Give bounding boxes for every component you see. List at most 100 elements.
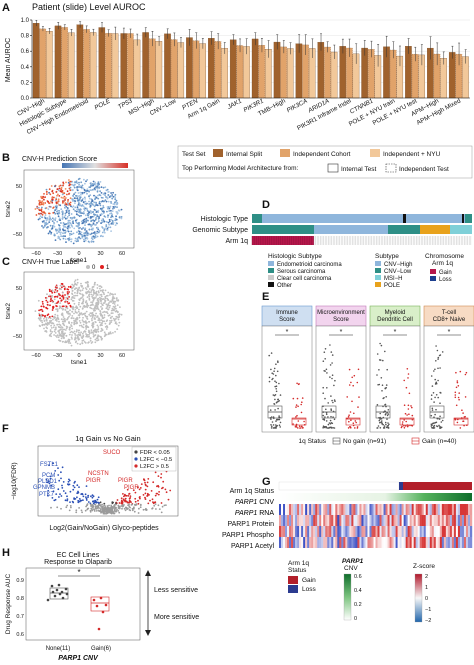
c-point bbox=[56, 317, 58, 320]
b-point bbox=[57, 193, 59, 196]
b-point bbox=[82, 212, 85, 215]
d-subtype-swatch bbox=[375, 268, 381, 273]
b-point bbox=[74, 200, 77, 203]
e-point bbox=[454, 394, 457, 396]
c-point bbox=[101, 329, 104, 332]
b-point bbox=[67, 181, 70, 184]
f-point bbox=[66, 499, 69, 502]
c-point bbox=[115, 298, 118, 300]
c-point bbox=[100, 302, 103, 305]
c-point bbox=[45, 299, 48, 302]
f-point bbox=[126, 501, 129, 504]
f-point bbox=[48, 464, 50, 467]
g-z-tick: 2 bbox=[425, 574, 428, 580]
b-point bbox=[78, 177, 81, 180]
g-heat-cell bbox=[317, 537, 320, 548]
g-heat-cell bbox=[467, 537, 471, 548]
b-point bbox=[85, 180, 87, 183]
c-point bbox=[67, 342, 70, 344]
c-point bbox=[91, 301, 94, 304]
f-point bbox=[49, 475, 52, 478]
e-point bbox=[271, 425, 273, 428]
a-bar bbox=[199, 43, 206, 99]
e-point bbox=[439, 415, 441, 418]
e-point bbox=[376, 374, 378, 376]
b-point bbox=[97, 197, 100, 200]
f-point bbox=[85, 505, 87, 508]
c-point bbox=[109, 319, 111, 322]
e-point bbox=[438, 424, 440, 427]
b-point bbox=[79, 232, 81, 235]
f-point bbox=[120, 505, 123, 507]
c-point bbox=[91, 303, 94, 306]
f-point bbox=[102, 505, 104, 507]
b-point bbox=[78, 203, 81, 205]
c-point bbox=[81, 313, 84, 316]
b-point bbox=[75, 181, 77, 184]
g-heat-cell bbox=[429, 504, 432, 515]
c-point bbox=[111, 297, 114, 300]
c-point bbox=[54, 316, 56, 319]
c-point bbox=[91, 325, 94, 328]
f-point bbox=[52, 462, 55, 465]
b-point bbox=[103, 215, 106, 218]
c-point bbox=[56, 305, 58, 308]
d-subtype-seg bbox=[420, 225, 450, 234]
b-point bbox=[105, 200, 108, 203]
c-point bbox=[85, 328, 87, 330]
f-point bbox=[65, 506, 68, 509]
c-point bbox=[46, 321, 49, 324]
e-point bbox=[279, 426, 282, 428]
f-point bbox=[55, 493, 58, 495]
b-point bbox=[76, 231, 78, 234]
c-point bbox=[92, 335, 95, 337]
g-heat-cell bbox=[313, 537, 316, 548]
g-heat-cell bbox=[457, 504, 461, 515]
d-histo-item: Serous carcinoma bbox=[277, 269, 326, 275]
b-point bbox=[82, 201, 85, 204]
c-point bbox=[94, 314, 97, 317]
b-point bbox=[56, 205, 58, 208]
c-point bbox=[117, 310, 119, 313]
f-point bbox=[133, 510, 136, 513]
f-point bbox=[109, 507, 111, 510]
c-point bbox=[69, 309, 71, 312]
c-point bbox=[106, 305, 109, 308]
c-point bbox=[117, 324, 120, 327]
b-point bbox=[92, 222, 95, 225]
g-heat-cell bbox=[375, 537, 378, 548]
b-point bbox=[98, 186, 100, 189]
g-heat-cell bbox=[459, 504, 463, 515]
e-point bbox=[327, 402, 330, 404]
b-point bbox=[46, 217, 49, 219]
f-point bbox=[129, 495, 132, 497]
c-point bbox=[74, 309, 77, 311]
g-heat-cell bbox=[387, 526, 390, 537]
g-heat-cell bbox=[427, 515, 430, 526]
c-point bbox=[47, 317, 50, 319]
c-point bbox=[74, 310, 77, 313]
e-point bbox=[406, 424, 409, 426]
b-point bbox=[96, 235, 99, 238]
e-point bbox=[385, 423, 387, 426]
c-point bbox=[52, 306, 55, 309]
c-point bbox=[101, 322, 104, 324]
a-bar bbox=[280, 46, 287, 99]
b-point bbox=[87, 214, 90, 217]
b-point bbox=[38, 206, 40, 209]
b-point bbox=[90, 202, 93, 204]
f-point bbox=[93, 510, 96, 512]
g-heat-cell bbox=[443, 526, 447, 537]
a-bar bbox=[111, 33, 119, 99]
e-point bbox=[465, 371, 468, 374]
b-point bbox=[62, 200, 64, 202]
c-point bbox=[56, 287, 58, 289]
b-point bbox=[69, 183, 72, 186]
g-heat-cell bbox=[295, 504, 298, 515]
e-facet-header bbox=[315, 305, 367, 327]
g-heat-cell bbox=[393, 537, 396, 548]
g-heat-cell bbox=[395, 515, 398, 526]
panel-label-c: C bbox=[2, 256, 10, 268]
e-point bbox=[433, 370, 435, 372]
e-point bbox=[325, 368, 328, 371]
